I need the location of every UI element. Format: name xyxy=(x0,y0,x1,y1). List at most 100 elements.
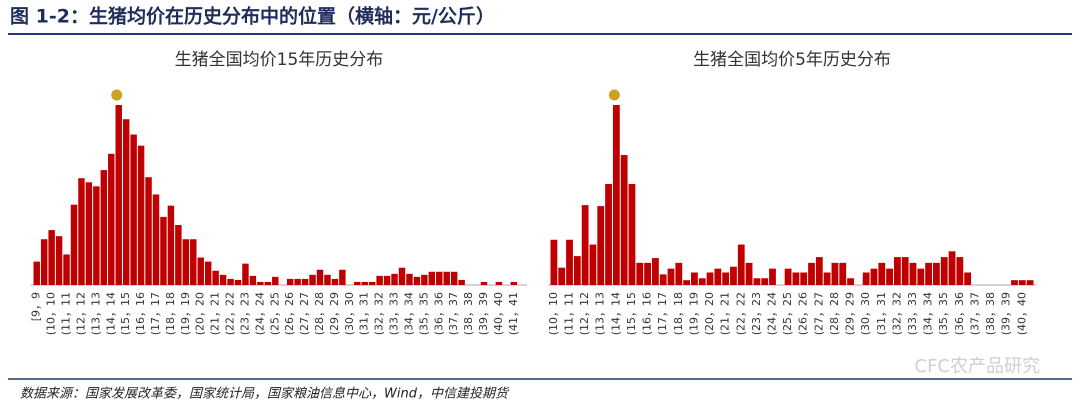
bar xyxy=(691,272,698,285)
bar xyxy=(847,278,854,285)
bar xyxy=(249,275,257,285)
bar xyxy=(495,281,503,285)
bar xyxy=(264,281,272,285)
bar xyxy=(823,272,831,285)
x-tick-label: (31，31 xyxy=(875,292,888,335)
bar xyxy=(808,262,815,285)
bar xyxy=(1011,280,1018,285)
bar xyxy=(391,273,398,285)
bar xyxy=(909,262,917,285)
x-tick-label: (25，25 xyxy=(781,292,794,335)
x-tick-label: (40，40 xyxy=(492,292,505,335)
x-tick-label: (36，36 xyxy=(432,292,445,335)
x-tick-label: (13，13 xyxy=(594,292,607,335)
x-tick-label: (24，24 xyxy=(253,292,266,335)
chart-title: 生猪全国均价5年历史分布 xyxy=(693,50,891,70)
bar xyxy=(272,276,279,285)
x-tick-label: (17，17 xyxy=(149,292,162,335)
x-tick-label: (19，19 xyxy=(179,292,192,335)
x-tick-label: (10，10 xyxy=(45,292,58,335)
x-tick-label: (22，22 xyxy=(224,292,237,335)
bar xyxy=(63,254,70,285)
bar xyxy=(85,182,93,285)
bar xyxy=(100,170,108,285)
x-tick-label: (35，35 xyxy=(937,292,950,335)
bar xyxy=(182,239,190,285)
x-tick-label: (23，23 xyxy=(750,292,763,335)
bar xyxy=(956,257,964,285)
bar xyxy=(324,274,331,285)
bar xyxy=(197,257,204,285)
x-tick-label: (14，14 xyxy=(609,292,622,335)
bar xyxy=(421,274,428,285)
bar xyxy=(167,205,175,285)
x-tick-label: (38，38 xyxy=(462,292,475,335)
x-tick-label: (17，17 xyxy=(656,292,669,335)
current-price-marker xyxy=(111,89,123,101)
chart-title: 生猪全国均价15年历史分布 xyxy=(175,50,384,70)
bar xyxy=(257,281,264,285)
bar xyxy=(480,281,488,285)
x-tick-label: (26，26 xyxy=(283,292,296,335)
bar xyxy=(316,269,324,285)
watermark: CFC农产品研究 xyxy=(915,356,1041,377)
bar xyxy=(698,278,706,285)
bar xyxy=(870,268,878,285)
x-tick-label: (34，34 xyxy=(402,292,415,335)
x-tick-label: (33，33 xyxy=(388,292,401,335)
bar xyxy=(160,216,167,285)
bar xyxy=(893,257,901,285)
bar xyxy=(948,251,956,285)
x-tick-label: (29，29 xyxy=(328,292,341,335)
bar xyxy=(597,206,605,285)
x-tick-label: (16，16 xyxy=(134,292,147,335)
bar xyxy=(628,183,636,285)
bar xyxy=(605,183,612,285)
bar xyxy=(115,105,122,285)
bar xyxy=(886,268,893,285)
bar xyxy=(815,257,823,285)
bar xyxy=(706,272,714,285)
x-tick-label: (21，21 xyxy=(719,292,732,335)
bar xyxy=(339,269,346,285)
bar xyxy=(458,279,465,285)
bar xyxy=(137,145,145,285)
bar xyxy=(940,257,948,285)
bar xyxy=(70,204,78,285)
bar xyxy=(234,279,242,285)
x-tick-label: (24，24 xyxy=(765,292,778,335)
bar xyxy=(286,278,294,285)
bar xyxy=(784,268,792,285)
x-tick-label: (11，11 xyxy=(563,292,576,335)
x-tick-label: (36，36 xyxy=(953,292,966,335)
bar xyxy=(93,186,100,285)
bar xyxy=(761,278,769,285)
x-tick-label: (39，39 xyxy=(477,292,490,335)
bar xyxy=(675,262,683,285)
x-tick-label: (37，37 xyxy=(968,292,981,335)
x-tick-label: (12，12 xyxy=(578,292,591,335)
bar xyxy=(227,278,234,285)
bar xyxy=(933,262,940,285)
bar xyxy=(1018,280,1026,285)
bar xyxy=(436,271,443,285)
x-tick-label: (34，34 xyxy=(922,292,935,335)
bar xyxy=(862,272,870,285)
bar xyxy=(589,244,597,285)
bar xyxy=(309,274,316,285)
bar xyxy=(510,281,518,285)
x-tick-label: (10，10 xyxy=(547,292,560,335)
x-tick-label: (27，27 xyxy=(812,292,825,335)
bar xyxy=(1026,280,1034,285)
bar xyxy=(376,275,383,285)
bar xyxy=(175,225,182,285)
bar xyxy=(964,272,972,285)
x-tick-label: (11，11 xyxy=(60,292,73,335)
bar xyxy=(406,273,413,285)
bar xyxy=(925,262,933,285)
bar xyxy=(714,268,722,285)
bar xyxy=(108,153,115,285)
bar xyxy=(722,272,730,285)
